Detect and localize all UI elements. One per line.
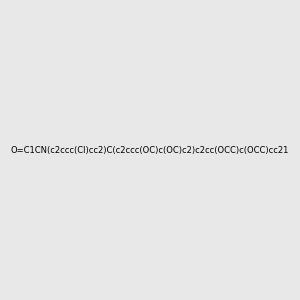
- Text: O=C1CN(c2ccc(Cl)cc2)C(c2ccc(OC)c(OC)c2)c2cc(OCC)c(OCC)cc21: O=C1CN(c2ccc(Cl)cc2)C(c2ccc(OC)c(OC)c2)c…: [11, 146, 289, 154]
